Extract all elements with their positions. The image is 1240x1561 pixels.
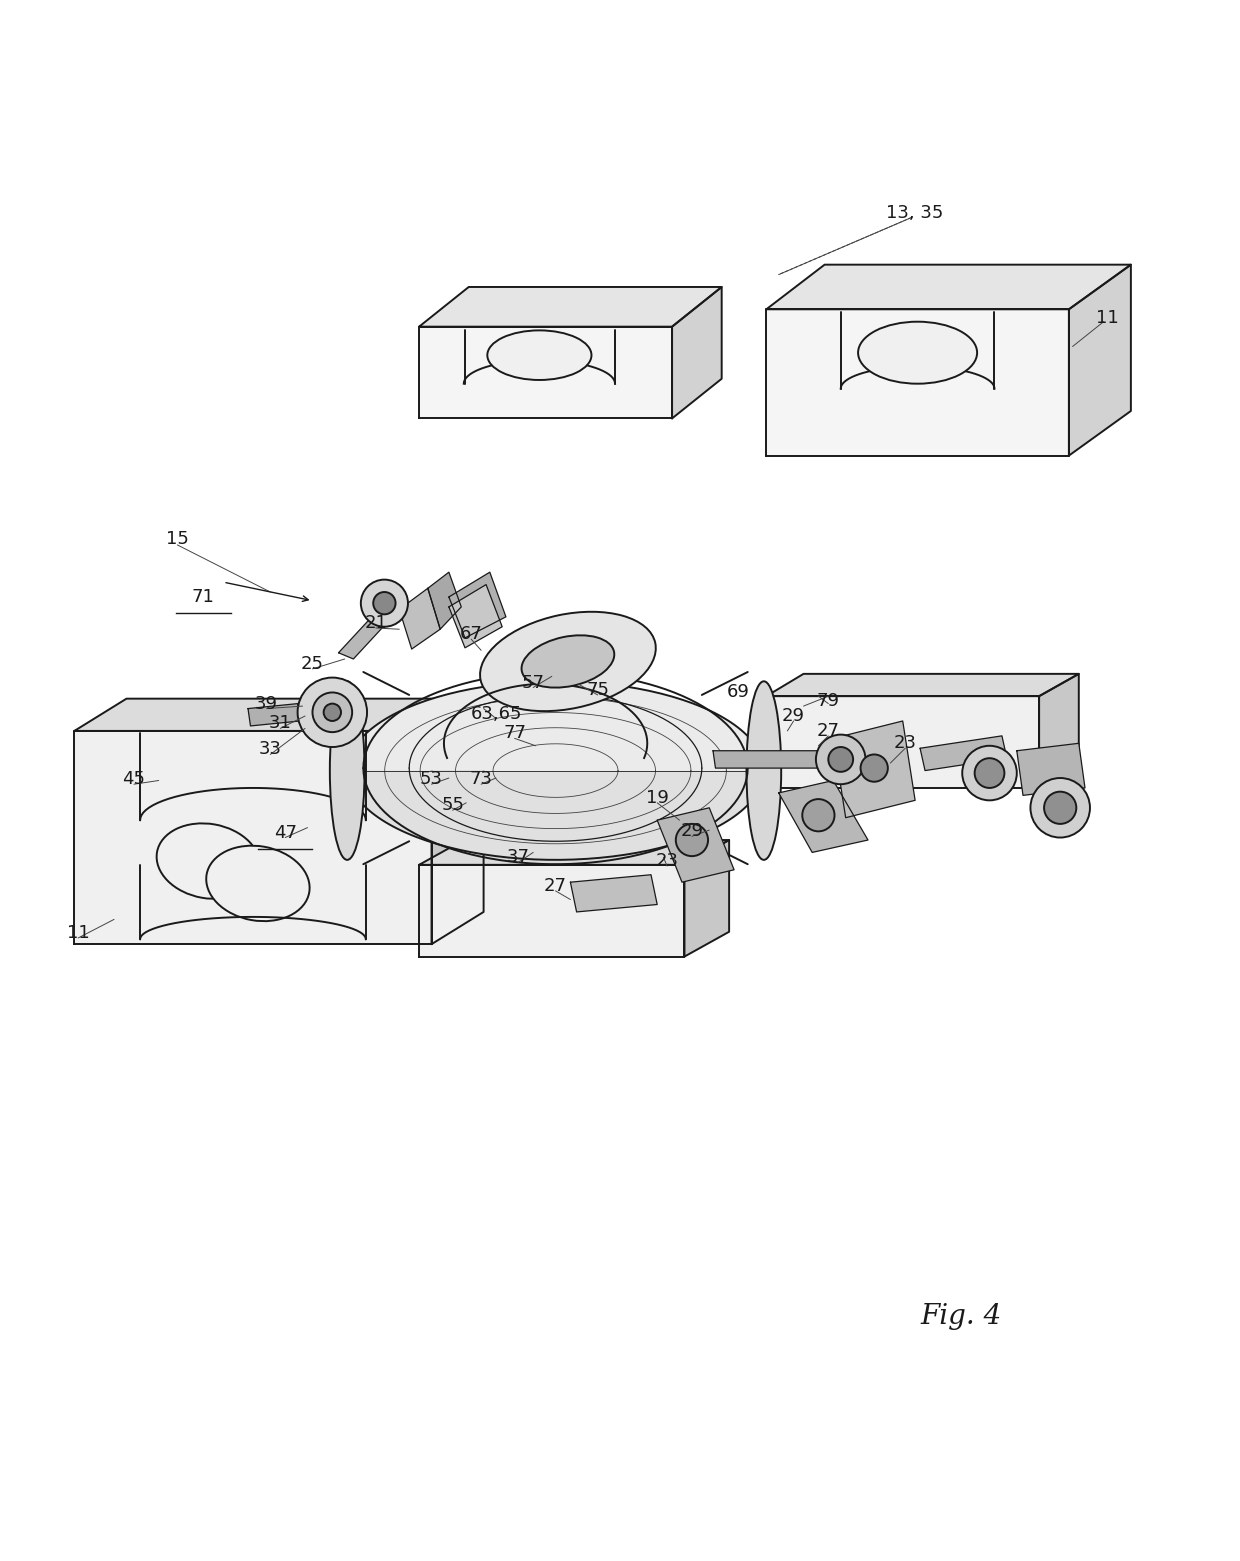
Polygon shape	[766, 265, 1131, 309]
Text: 67: 67	[460, 624, 482, 643]
Ellipse shape	[330, 681, 365, 860]
Text: 29: 29	[782, 707, 805, 724]
Polygon shape	[428, 573, 461, 629]
Ellipse shape	[522, 635, 614, 688]
Polygon shape	[347, 681, 764, 771]
Polygon shape	[684, 840, 729, 957]
Text: 63,65: 63,65	[470, 704, 522, 723]
Polygon shape	[399, 588, 440, 649]
Polygon shape	[713, 751, 843, 768]
Circle shape	[962, 746, 1017, 801]
Circle shape	[975, 759, 1004, 788]
Polygon shape	[779, 780, 868, 852]
Text: 69: 69	[727, 684, 749, 701]
Text: 47: 47	[274, 824, 296, 841]
Text: 27: 27	[817, 721, 839, 740]
Text: 29: 29	[681, 823, 703, 840]
Polygon shape	[1069, 265, 1131, 456]
Text: 13, 35: 13, 35	[887, 203, 944, 222]
Polygon shape	[74, 731, 432, 944]
Circle shape	[676, 824, 708, 855]
Polygon shape	[449, 573, 506, 638]
Text: 23: 23	[656, 852, 678, 869]
Polygon shape	[1039, 674, 1079, 788]
Polygon shape	[248, 704, 300, 726]
Ellipse shape	[858, 322, 977, 384]
Text: 21: 21	[365, 613, 387, 632]
Text: 37: 37	[507, 848, 529, 866]
Polygon shape	[419, 840, 729, 865]
Text: 57: 57	[522, 673, 544, 692]
Text: 11: 11	[67, 924, 89, 941]
Text: 71: 71	[192, 588, 215, 606]
Polygon shape	[766, 696, 1039, 788]
Polygon shape	[657, 807, 734, 882]
Text: 23: 23	[894, 734, 916, 752]
Polygon shape	[449, 584, 502, 648]
Ellipse shape	[156, 823, 260, 899]
Text: 75: 75	[587, 681, 609, 699]
Circle shape	[324, 704, 341, 721]
Polygon shape	[1017, 743, 1085, 796]
Circle shape	[1030, 777, 1090, 838]
Text: 19: 19	[646, 788, 668, 807]
Text: Fig. 4: Fig. 4	[920, 1303, 1002, 1330]
Ellipse shape	[487, 331, 591, 379]
Text: 79: 79	[817, 692, 839, 710]
Polygon shape	[419, 326, 672, 418]
Polygon shape	[672, 287, 722, 418]
Text: 39: 39	[255, 695, 278, 713]
Circle shape	[298, 677, 367, 748]
Text: 55: 55	[441, 796, 464, 815]
Text: 31: 31	[269, 715, 291, 732]
Circle shape	[312, 693, 352, 732]
Polygon shape	[833, 721, 915, 818]
Circle shape	[828, 748, 853, 771]
Ellipse shape	[206, 846, 310, 921]
Circle shape	[1044, 791, 1076, 824]
Text: 77: 77	[503, 724, 526, 743]
Polygon shape	[920, 735, 1007, 771]
Polygon shape	[570, 874, 657, 912]
Text: 25: 25	[301, 656, 324, 673]
Text: 33: 33	[259, 740, 281, 759]
Circle shape	[861, 754, 888, 782]
Polygon shape	[339, 603, 399, 659]
Polygon shape	[766, 309, 1069, 456]
Text: 11: 11	[1096, 309, 1118, 326]
Polygon shape	[347, 771, 764, 860]
Ellipse shape	[746, 681, 781, 860]
Circle shape	[802, 799, 835, 832]
Polygon shape	[419, 865, 684, 957]
Circle shape	[816, 735, 866, 784]
Text: 27: 27	[544, 877, 567, 894]
Text: 53: 53	[420, 770, 443, 788]
Text: 45: 45	[123, 770, 145, 788]
Polygon shape	[766, 674, 1079, 696]
Text: 73: 73	[470, 770, 492, 788]
Text: 15: 15	[166, 529, 188, 548]
Ellipse shape	[480, 612, 656, 712]
Polygon shape	[74, 699, 484, 731]
Circle shape	[373, 592, 396, 615]
Polygon shape	[432, 699, 484, 944]
Polygon shape	[419, 287, 722, 326]
Circle shape	[361, 579, 408, 626]
